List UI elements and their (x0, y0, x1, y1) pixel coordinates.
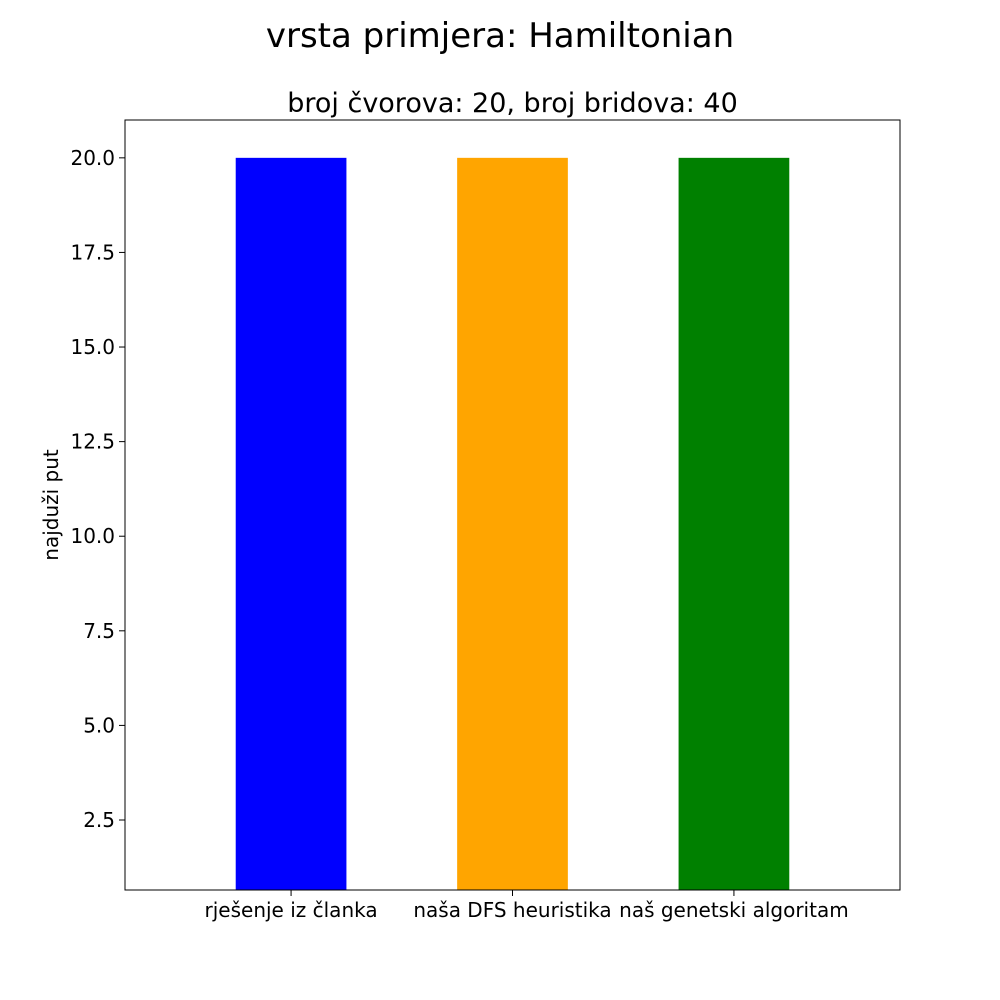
y-tick-label: 17.5 (70, 240, 115, 264)
y-tick-label: 15.0 (70, 335, 115, 359)
y-tick-label: 2.5 (83, 808, 115, 832)
bar (457, 157, 568, 891)
y-tick-label: 7.5 (83, 619, 115, 643)
axes-title: broj čvorova: 20, broj bridova: 40 (287, 88, 738, 119)
y-tick-label: 12.5 (70, 430, 115, 454)
y-tick-label: 20.0 (70, 146, 115, 170)
x-tick-label: rješenje iz članka (205, 898, 378, 922)
y-axis: 2.5 5.0 7.5 10.0 12.5 15.0 17.5 20.0 (70, 146, 125, 832)
y-tick-label: 5.0 (83, 713, 115, 737)
bar (235, 157, 347, 891)
x-axis: rješenje iz članka naša DFS heuristika naš… (205, 890, 849, 922)
x-tick-label: naša DFS heuristika (413, 898, 611, 922)
plot-area (235, 157, 790, 891)
x-tick-label: naš genetski algoritam (619, 898, 849, 922)
figure-suptitle: vrsta primjera: Hamiltonian (266, 16, 734, 56)
bar (678, 157, 790, 891)
y-tick-label: 10.0 (70, 524, 115, 548)
y-axis-label: najduži put (39, 449, 63, 561)
